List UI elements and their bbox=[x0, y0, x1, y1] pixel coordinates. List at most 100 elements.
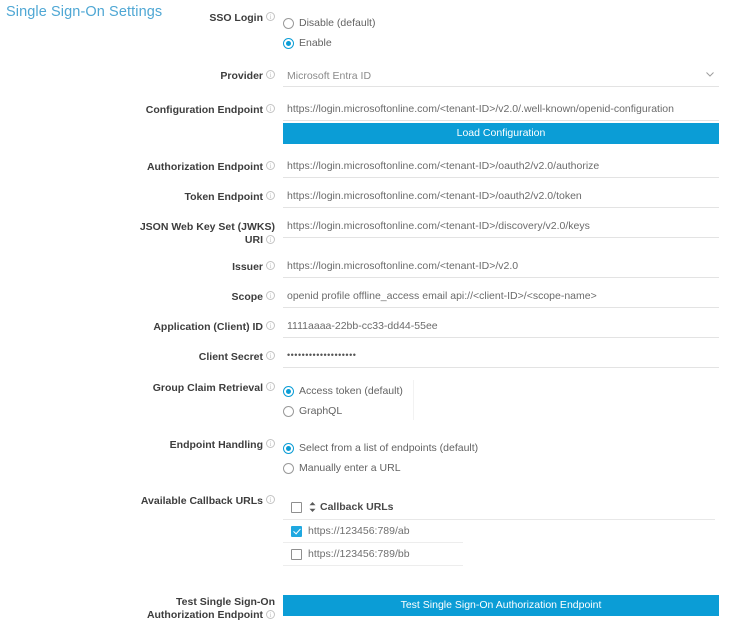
authorization-endpoint-input[interactable]: https://login.microsoftonline.com/<tenan… bbox=[283, 158, 719, 178]
info-icon[interactable]: i bbox=[266, 70, 275, 79]
radio-label-access-token: Access token (default) bbox=[299, 385, 403, 397]
callback-urls-header-row: Callback URLs bbox=[283, 495, 715, 520]
sort-icon[interactable] bbox=[308, 501, 317, 513]
label-endpoint-handling: Endpoint Handling i bbox=[0, 437, 283, 452]
label-group-claim-retrieval-text: Group Claim Retrieval bbox=[152, 382, 263, 394]
token-endpoint-input[interactable]: https://login.microsoftonline.com/<tenan… bbox=[283, 188, 719, 208]
info-icon[interactable]: i bbox=[266, 351, 275, 360]
field-row-endpoint-handling: Endpoint Handling i Select from a list o… bbox=[0, 437, 731, 479]
radio-label-graphql: GraphQL bbox=[299, 405, 343, 417]
callback-urls-table: Callback URLs https://123456:789/ab http… bbox=[283, 495, 715, 566]
field-row-test-sso: Test Single Sign-On Authorization Endpoi… bbox=[0, 595, 731, 622]
label-token-endpoint: Token Endpoint i bbox=[0, 188, 283, 204]
radio-icon-sso-disable[interactable] bbox=[283, 17, 294, 29]
field-issuer: https://login.microsoftonline.com/<tenan… bbox=[283, 258, 731, 278]
table-row[interactable]: https://123456:789/ab bbox=[283, 520, 463, 543]
label-issuer: Issuer i bbox=[0, 258, 283, 274]
callback-url-label-2: https://123456:789/bb bbox=[308, 548, 410, 560]
page-title: Single Sign-On Settings bbox=[6, 4, 163, 20]
field-authorization-endpoint: https://login.microsoftonline.com/<tenan… bbox=[283, 158, 731, 178]
configuration-endpoint-input[interactable]: https://login.microsoftonline.com/<tenan… bbox=[283, 101, 719, 121]
field-row-jwks-uri: JSON Web Key Set (JWKS) URI i https://log… bbox=[0, 218, 731, 247]
field-sso-login: Disable (default) Enable bbox=[283, 12, 731, 54]
field-row-issuer: Issuer i https://login.microsoftonline.c… bbox=[0, 258, 731, 278]
radio-label-sso-enable: Enable bbox=[299, 37, 332, 49]
label-application-client-id-text: Application (Client) ID bbox=[153, 321, 263, 333]
test-sso-authorization-endpoint-button[interactable]: Test Single Sign-On Authorization Endpoi… bbox=[283, 595, 719, 616]
field-row-group-claim-retrieval: Group Claim Retrieval i Access token (de… bbox=[0, 380, 731, 422]
field-scope: openid profile offline_access email api:… bbox=[283, 288, 731, 308]
provider-select-value[interactable]: Microsoft Entra ID bbox=[283, 67, 719, 87]
info-icon[interactable]: i bbox=[266, 382, 275, 391]
scope-input[interactable]: openid profile offline_access email api:… bbox=[283, 288, 719, 308]
label-authorization-endpoint: Authorization Endpoint i bbox=[0, 158, 283, 174]
jwks-uri-input[interactable]: https://login.microsoftonline.com/<tenan… bbox=[283, 218, 719, 238]
application-client-id-input[interactable]: 1111aaaa-22bb-cc33-dd44-55ee bbox=[283, 318, 719, 338]
field-row-token-endpoint: Token Endpoint i https://login.microsoft… bbox=[0, 188, 731, 208]
label-sso-login: SSO Login i bbox=[0, 12, 283, 25]
radio-icon-sso-enable[interactable] bbox=[283, 37, 294, 49]
label-provider: Provider i bbox=[0, 67, 283, 83]
client-secret-input[interactable]: ••••••••••••••••••• bbox=[283, 348, 719, 368]
radio-option-sso-enable[interactable]: Enable bbox=[283, 34, 719, 52]
field-row-configuration-endpoint: Configuration Endpoint i https://login.m… bbox=[0, 101, 731, 144]
radio-option-graphql[interactable]: GraphQL bbox=[283, 402, 413, 420]
field-test-sso: Test Single Sign-On Authorization Endpoi… bbox=[283, 595, 731, 616]
callback-url-label-1: https://123456:789/ab bbox=[308, 525, 410, 537]
radio-option-access-token[interactable]: Access token (default) bbox=[283, 382, 413, 400]
info-icon[interactable]: i bbox=[266, 12, 275, 21]
checkbox-callback-url-2[interactable] bbox=[291, 548, 302, 560]
label-configuration-endpoint-text: Configuration Endpoint bbox=[145, 104, 263, 116]
info-icon[interactable]: i bbox=[266, 235, 275, 244]
label-test-sso-line1: Test Single Sign-On bbox=[176, 596, 275, 608]
label-scope-text: Scope bbox=[231, 291, 263, 303]
field-row-client-secret: Client Secret i ••••••••••••••••••• bbox=[0, 348, 731, 368]
sso-settings-form: SSO Login i Disable (default) Enable bbox=[0, 8, 731, 622]
label-sso-login-text: SSO Login bbox=[209, 12, 263, 24]
radio-option-select-from-list[interactable]: Select from a list of endpoints (default… bbox=[283, 439, 719, 457]
field-row-application-client-id: Application (Client) ID i 1111aaaa-22bb-… bbox=[0, 318, 731, 338]
callback-urls-header-label[interactable]: Callback URLs bbox=[320, 501, 394, 513]
info-icon[interactable]: i bbox=[266, 495, 275, 504]
label-client-secret-text: Client Secret bbox=[198, 351, 263, 363]
radio-option-sso-disable[interactable]: Disable (default) bbox=[283, 14, 719, 32]
radio-group-group-claim-retrieval: Access token (default) GraphQL bbox=[283, 380, 414, 420]
label-jwks-uri-line1: JSON Web Key Set (JWKS) bbox=[139, 221, 275, 233]
radio-icon-access-token[interactable] bbox=[283, 385, 294, 397]
checkbox-select-all[interactable] bbox=[291, 501, 302, 513]
info-icon[interactable]: i bbox=[266, 610, 275, 619]
info-icon[interactable]: i bbox=[266, 261, 275, 270]
label-configuration-endpoint: Configuration Endpoint i bbox=[0, 101, 283, 117]
label-endpoint-handling-text: Endpoint Handling bbox=[169, 439, 263, 451]
radio-icon-manual-url[interactable] bbox=[283, 462, 294, 474]
label-authorization-endpoint-text: Authorization Endpoint bbox=[146, 161, 263, 173]
info-icon[interactable]: i bbox=[266, 104, 275, 113]
info-icon[interactable]: i bbox=[266, 439, 275, 448]
label-provider-text: Provider bbox=[220, 70, 263, 82]
info-icon[interactable]: i bbox=[266, 321, 275, 330]
field-row-provider: Provider i Microsoft Entra ID bbox=[0, 67, 731, 87]
field-jwks-uri: https://login.microsoftonline.com/<tenan… bbox=[283, 218, 731, 238]
field-application-client-id: 1111aaaa-22bb-cc33-dd44-55ee bbox=[283, 318, 731, 338]
field-row-scope: Scope i openid profile offline_access em… bbox=[0, 288, 731, 308]
info-icon[interactable]: i bbox=[266, 161, 275, 170]
sso-settings-page: Single Sign-On Settings SSO Login i Disa… bbox=[0, 0, 731, 595]
provider-select[interactable]: Microsoft Entra ID bbox=[283, 67, 719, 87]
info-icon[interactable]: i bbox=[266, 191, 275, 200]
radio-option-manual-url[interactable]: Manually enter a URL bbox=[283, 459, 719, 477]
radio-label-select-from-list: Select from a list of endpoints (default… bbox=[299, 442, 479, 454]
field-row-sso-login: SSO Login i Disable (default) Enable bbox=[0, 12, 731, 54]
field-group-claim-retrieval: Access token (default) GraphQL bbox=[283, 380, 731, 422]
table-row[interactable]: https://123456:789/bb bbox=[283, 543, 463, 566]
label-available-callback-urls-text: Available Callback URLs bbox=[140, 495, 263, 507]
issuer-input[interactable]: https://login.microsoftonline.com/<tenan… bbox=[283, 258, 719, 278]
field-endpoint-handling: Select from a list of endpoints (default… bbox=[283, 437, 731, 479]
info-icon[interactable]: i bbox=[266, 291, 275, 300]
radio-icon-graphql[interactable] bbox=[283, 405, 294, 417]
label-test-sso-line2: Authorization Endpoint bbox=[146, 609, 263, 621]
label-test-sso: Test Single Sign-On Authorization Endpoi… bbox=[0, 595, 283, 622]
checkbox-callback-url-1[interactable] bbox=[291, 525, 302, 537]
load-configuration-button[interactable]: Load Configuration bbox=[283, 123, 719, 144]
radio-icon-select-from-list[interactable] bbox=[283, 442, 294, 454]
label-jwks-uri: JSON Web Key Set (JWKS) URI i bbox=[0, 218, 283, 247]
